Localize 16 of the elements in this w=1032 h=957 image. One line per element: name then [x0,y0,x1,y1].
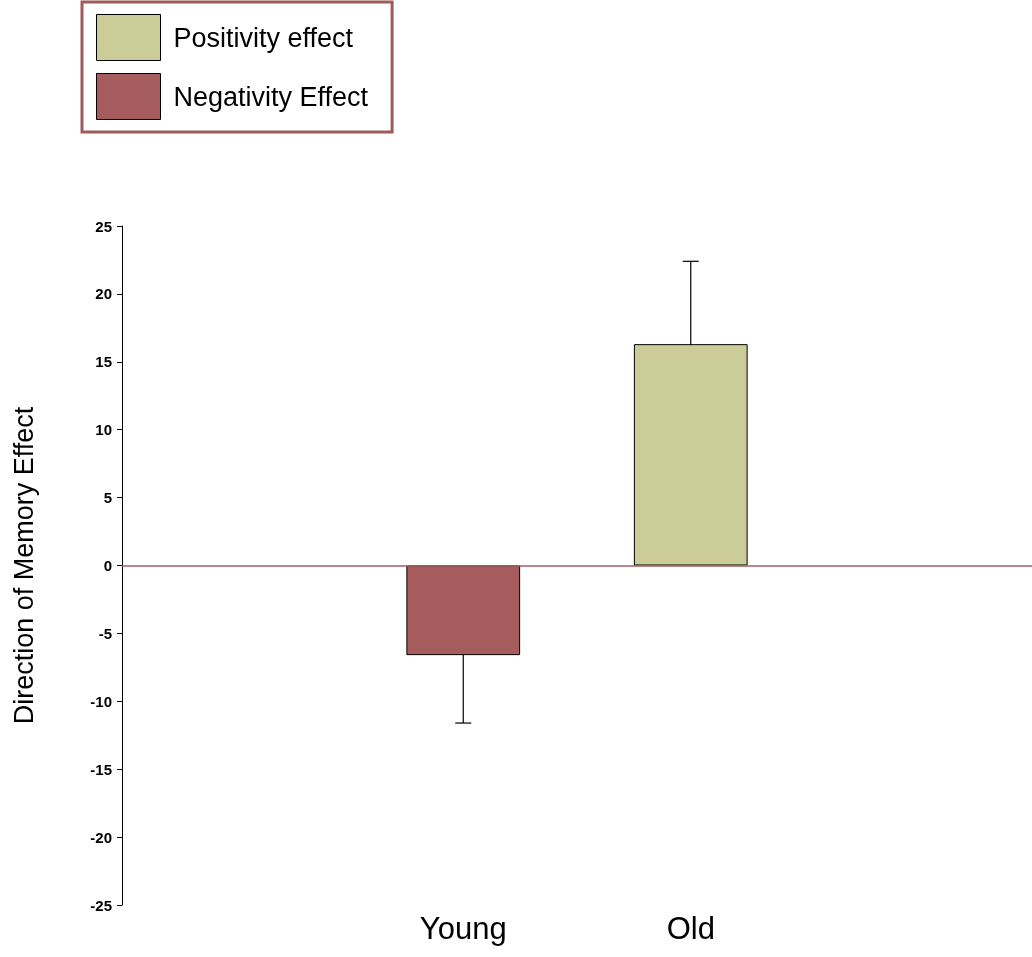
legend-label: Positivity effect [173,22,354,53]
y-tick-label: 0 [103,557,112,574]
y-tick-label: -5 [98,624,112,642]
y-tick-label: -25 [90,896,112,914]
y-tick-label: 10 [95,421,112,439]
y-tick-label: -15 [90,760,112,778]
y-tick-label: 25 [95,217,112,235]
y-axis-title: Direction of Memory Effect [8,406,39,725]
y-tick-label: 5 [103,489,112,507]
y-tick-label: 15 [95,353,112,371]
y-tick-label: -10 [90,692,112,710]
y-tick-label: -20 [90,828,112,846]
legend-label: Negativity Effect [173,81,369,112]
x-tick-label: Young [419,911,507,946]
y-tick-label: 20 [95,285,112,303]
x-tick-label: Old [666,911,715,946]
